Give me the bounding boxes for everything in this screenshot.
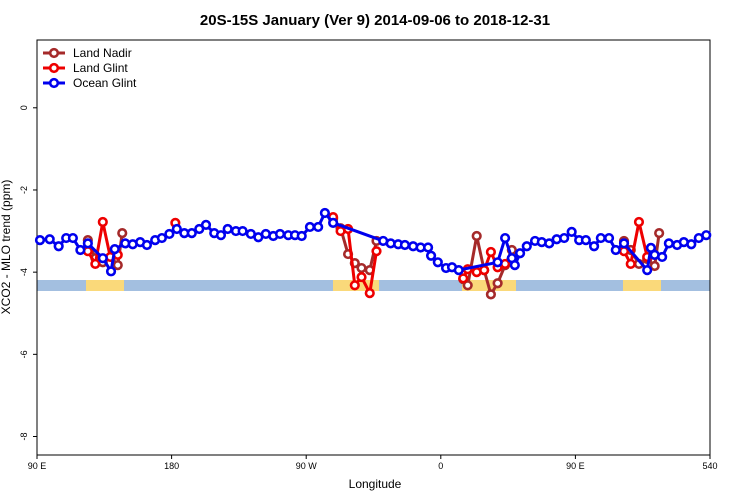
legend-label: Land Nadir (73, 46, 132, 60)
point (544, 238, 555, 249)
x-tick-label: 540 (702, 461, 717, 471)
point (654, 228, 665, 239)
point (237, 225, 248, 237)
point (701, 230, 712, 241)
point (296, 230, 307, 242)
point (458, 273, 469, 284)
point (625, 258, 636, 270)
point (566, 226, 577, 237)
point (186, 228, 197, 239)
point (453, 264, 464, 276)
point (618, 238, 630, 249)
point (485, 289, 497, 300)
point (356, 271, 367, 283)
x-tick-label: 90 W (296, 461, 318, 471)
point (595, 232, 606, 244)
point (500, 232, 511, 244)
plot-frame (36, 39, 711, 456)
x-tick-label: 90 E (566, 461, 585, 471)
point (97, 216, 108, 228)
land-patch (86, 280, 124, 291)
x-tick-label: 0 (438, 461, 443, 471)
point (215, 230, 227, 241)
legend-marker (48, 47, 60, 59)
x-axis-label: Longitude (349, 477, 402, 491)
point (610, 244, 621, 256)
point (657, 251, 668, 263)
point (90, 258, 101, 270)
point (603, 232, 615, 244)
point (105, 266, 117, 277)
legend-label: Land Glint (73, 61, 128, 75)
point (633, 216, 645, 228)
y-axis-label: XCO2 - MLO trend (ppm) (0, 180, 13, 315)
point (642, 264, 653, 276)
point (649, 260, 660, 272)
point (559, 232, 570, 244)
point (580, 235, 591, 246)
point (117, 228, 128, 239)
point (462, 280, 473, 291)
point (492, 257, 503, 268)
point (371, 246, 382, 257)
point (274, 228, 286, 240)
point (686, 239, 697, 250)
point (109, 244, 120, 255)
point (44, 234, 55, 245)
x-tick-label: 180 (164, 461, 179, 471)
y-tick-label: -8 (19, 433, 29, 441)
legend-marker (48, 62, 60, 74)
point (67, 232, 78, 244)
point (112, 260, 123, 271)
y-tick-label: -4 (19, 268, 29, 276)
point (349, 280, 360, 291)
point (222, 223, 233, 235)
point (356, 262, 367, 274)
point (200, 219, 212, 231)
point (364, 288, 375, 299)
point (509, 260, 520, 271)
legend-label: Ocean Glint (73, 76, 137, 90)
point (479, 264, 490, 276)
point (588, 241, 600, 252)
point (521, 241, 532, 252)
y-tick-label: -2 (19, 186, 29, 194)
point (663, 238, 674, 249)
surface-mask (37, 280, 710, 291)
y-tick-label: 0 (19, 105, 29, 110)
point (399, 239, 411, 251)
legend-marker (48, 77, 60, 89)
land-patch (623, 280, 661, 291)
x-tick-label: 90 E (28, 461, 47, 471)
point (34, 235, 46, 246)
point (425, 250, 437, 261)
point (319, 207, 330, 219)
point (328, 217, 339, 228)
point (97, 253, 108, 264)
point (141, 239, 153, 251)
point (432, 257, 443, 268)
point (492, 278, 503, 289)
chart-title: 20S-15S January (Ver 9) 2014-09-06 to 20… (200, 12, 550, 29)
point (471, 230, 482, 242)
point (514, 248, 526, 259)
point (313, 221, 324, 233)
point (75, 244, 86, 256)
y-tick-label: -6 (19, 350, 29, 358)
point (82, 238, 93, 249)
point (53, 241, 64, 252)
point (156, 232, 167, 244)
point (422, 242, 434, 253)
point (164, 228, 175, 240)
point (485, 246, 497, 258)
point (304, 221, 316, 233)
point (171, 223, 182, 235)
